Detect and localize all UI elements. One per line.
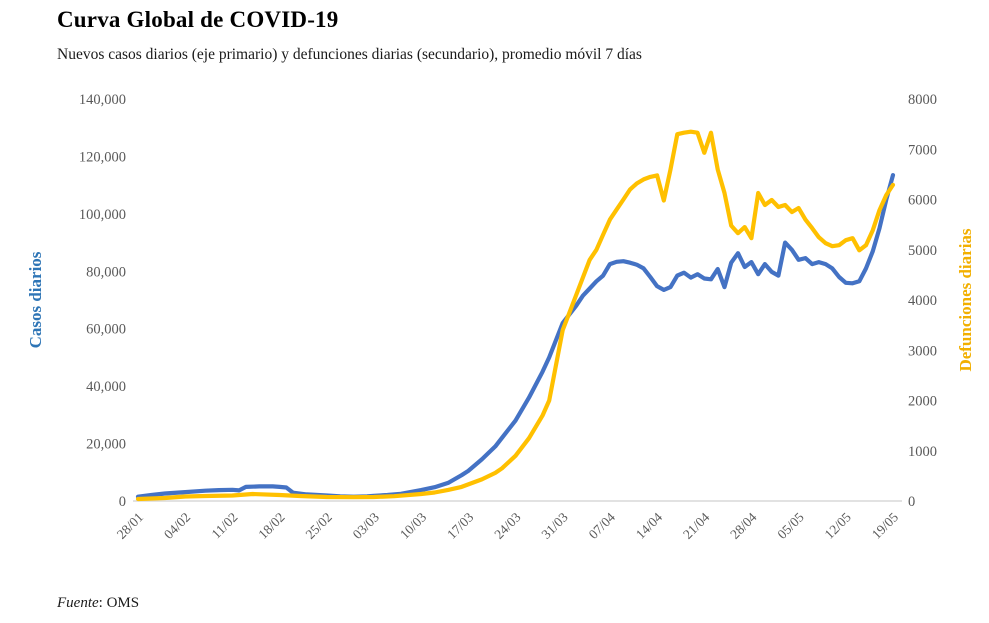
right-axis-tick-label: 6000 xyxy=(908,193,937,209)
page-title: Curva Global de COVID-19 xyxy=(57,7,339,32)
source-separator: : xyxy=(98,595,107,611)
source-note: Fuente: OMS xyxy=(57,595,139,612)
left-axis-tick-label: 80,000 xyxy=(86,264,126,280)
x-axis-tick-label: 10/03 xyxy=(397,509,430,542)
right-axis-tick-label: 0 xyxy=(908,494,915,510)
right-axis-tick-label: 1000 xyxy=(908,444,937,460)
right-axis-tick-label: 8000 xyxy=(908,92,937,108)
x-axis-tick-label: 25/02 xyxy=(303,510,335,542)
x-axis-tick-label: 14/04 xyxy=(633,509,666,542)
deaths-line xyxy=(135,129,896,502)
left-axis-tick-label: 100,000 xyxy=(79,207,126,223)
x-axis-tick-label: 05/05 xyxy=(774,509,807,542)
left-axis-tick-label: 140,000 xyxy=(79,92,126,108)
left-axis-tick-label: 0 xyxy=(119,494,126,510)
x-axis-tick-label: 17/03 xyxy=(444,509,477,542)
right-axis-tick-label: 3000 xyxy=(908,343,937,359)
right-axis-tick-label: 5000 xyxy=(908,243,937,259)
x-axis-tick-label: 04/02 xyxy=(161,510,193,542)
cases-line xyxy=(135,173,896,499)
right-axis-tick-label: 4000 xyxy=(908,293,937,309)
right-axis-tick-label: 2000 xyxy=(908,394,937,410)
x-axis-tick-label: 12/05 xyxy=(822,509,855,542)
x-axis-tick-label: 31/03 xyxy=(538,509,571,542)
source-label: Fuente xyxy=(57,595,99,611)
x-axis-tick-label: 19/05 xyxy=(869,509,902,542)
left-axis-tick-label: 120,000 xyxy=(79,149,126,165)
x-axis-tick-label: 28/04 xyxy=(727,509,760,542)
x-axis-tick-label: 18/02 xyxy=(255,510,287,542)
left-axis-tick-label: 60,000 xyxy=(86,322,126,338)
left-axis-tick-label: 40,000 xyxy=(86,379,126,395)
chart-subtitle: Nuevos casos diarios (eje primario) y de… xyxy=(57,46,642,63)
left-axis-tick-label: 20,000 xyxy=(86,437,126,453)
x-axis-tick-label: 03/03 xyxy=(350,509,383,542)
x-axis-tick-label: 07/04 xyxy=(586,509,619,542)
right-axis-tick-label: 7000 xyxy=(908,142,937,158)
source-value: OMS xyxy=(106,595,140,611)
x-axis-tick-label: 24/03 xyxy=(491,509,524,542)
x-axis-tick-label: 21/04 xyxy=(680,509,713,542)
x-axis-tick-label: 11/02 xyxy=(208,510,240,542)
x-axis-tick-label: 28/01 xyxy=(114,510,146,542)
